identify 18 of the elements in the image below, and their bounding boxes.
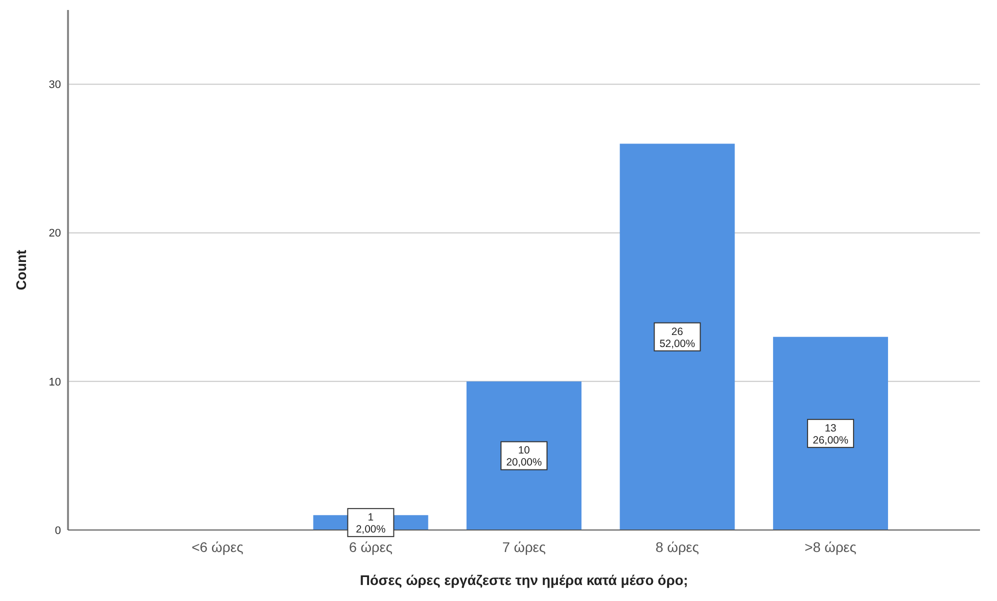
y-axis-title: Count — [13, 249, 29, 290]
x-tick-label: 7 ώρες — [502, 539, 546, 555]
bar — [773, 336, 888, 530]
bar — [466, 381, 582, 530]
data-label: 10 20,00% — [506, 444, 542, 469]
data-label: 1 2,00% — [356, 512, 386, 536]
x-tick-label: >8 ώρες — [804, 539, 857, 555]
bar — [620, 144, 735, 530]
x-tick-label: 8 ώρες — [655, 539, 700, 555]
x-tick-label: 6 ώρες — [348, 539, 393, 555]
y-tick-label: 20 — [48, 228, 61, 240]
x-tick-label: <6 ώρες — [192, 539, 244, 555]
x-axis-title: Πόσες ώρες εργάζεστε την ημέρα κατά μέσο όρο; — [360, 572, 688, 588]
y-tick-label: 10 — [48, 376, 61, 388]
data-label: 13 26,00% — [812, 422, 848, 446]
data-label: 26 52,00% — [659, 326, 696, 350]
y-tick-label: 30 — [48, 79, 61, 92]
y-tick-label: 0 — [54, 524, 61, 537]
